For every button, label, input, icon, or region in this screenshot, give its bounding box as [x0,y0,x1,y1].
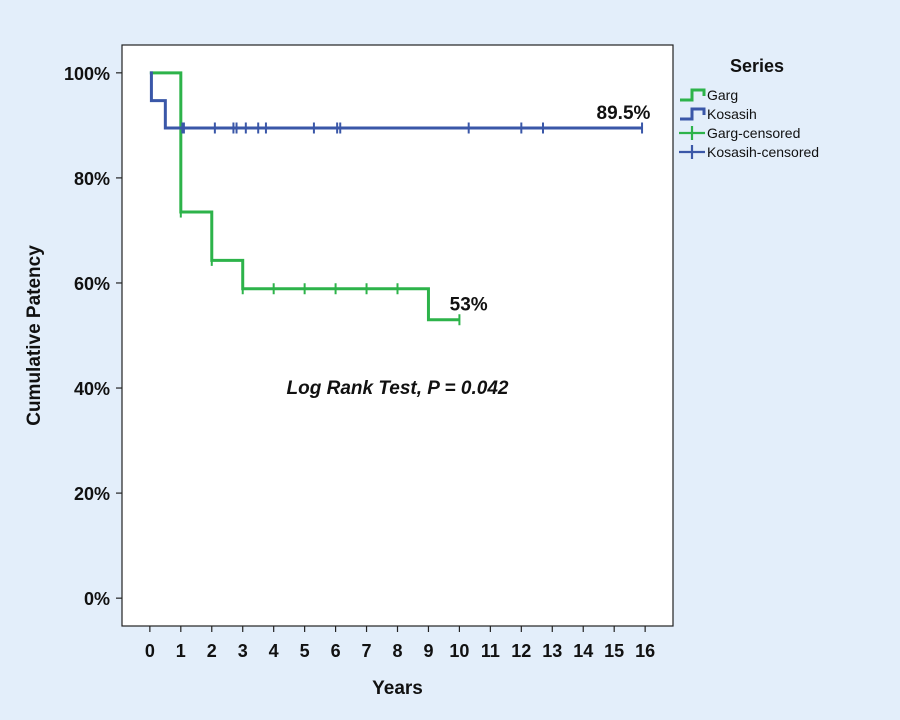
x-tick-label: 12 [511,641,531,661]
x-tick-label: 13 [542,641,562,661]
x-tick-label: 8 [392,641,402,661]
series-line-garg [149,71,460,322]
x-tick-label: 15 [604,641,624,661]
y-axis-title: Cumulative Patency [24,245,45,426]
series-line-kosasih [149,71,643,130]
plot-area [121,44,674,627]
x-tick-label: 16 [635,641,655,661]
legend-swatch-kosasih [680,107,706,121]
x-tick-label: 4 [269,641,279,661]
y-tick-label: 0% [84,589,110,609]
x-tick-label: 1 [176,641,186,661]
x-tick-label: 9 [423,641,433,661]
x-tick-label: 11 [481,641,500,661]
y-tick-label: 40% [74,379,110,399]
legend-swatch-garg [680,88,706,102]
x-tick-label: 6 [331,641,341,661]
y-tick-label: 20% [74,484,110,504]
legend-entry-garg: Garg [707,87,738,103]
y-tick-label: 80% [74,169,110,189]
legend-title: Series [730,56,784,76]
y-tick-label: 100% [64,64,110,84]
x-tick-label: 5 [300,641,310,661]
value-annotation: 89.5% [597,103,651,124]
x-tick-label: 3 [238,641,248,661]
x-tick-label: 0 [145,641,155,661]
legend-entry-kosasih: Kosasih [707,106,757,122]
x-tick-label: 14 [573,641,593,661]
value-annotation: 53% [450,295,488,316]
x-axis-title: Years [372,678,423,699]
x-tick-label: 7 [362,641,372,661]
legend-entry-kosasih-censored: Kosasih-censored [707,144,819,160]
legend-entry-garg-censored: Garg-censored [707,125,800,141]
y-tick-label: 60% [74,274,110,294]
log-rank-annotation: Log Rank Test, P = 0.042 [287,378,509,399]
x-tick-label: 10 [449,641,469,661]
x-tick-label: 2 [207,641,217,661]
